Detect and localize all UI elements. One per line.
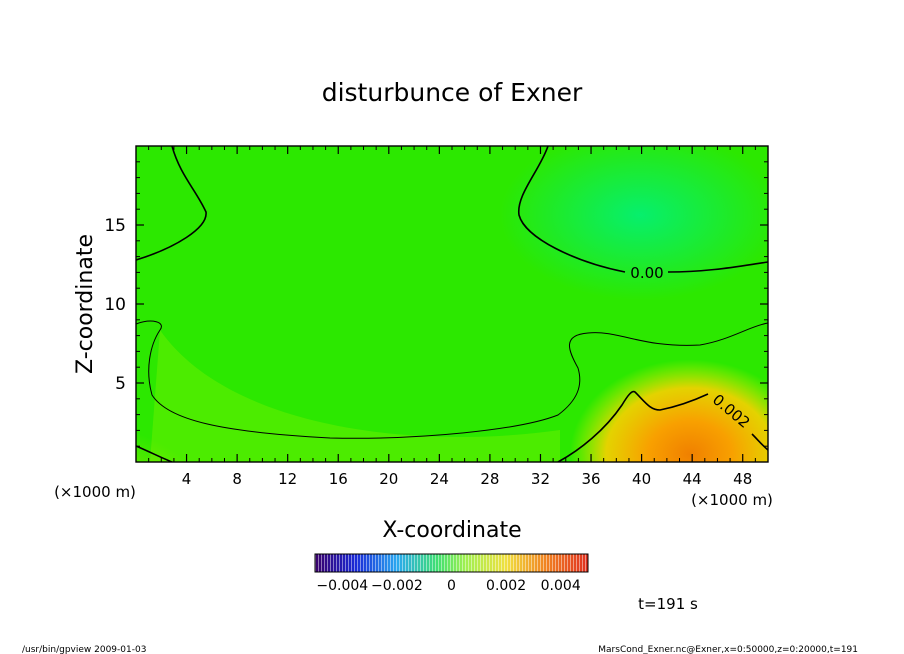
y-axis-label: Z-coordinate [73,234,98,374]
x-unit-right: (×1000 m) [691,491,773,509]
x-axis: 4 8 12 16 20 24 28 32 36 40 44 48 [148,146,756,488]
x-axis-label: X-coordinate [382,518,521,543]
contour-positive-end [751,433,768,451]
chart-title: disturbunce of Exner [322,78,583,107]
y-axis: 5 10 15 [104,161,768,447]
x-tick-label: 28 [480,470,499,488]
x-tick-label: 20 [379,470,398,488]
colorbar-ticks: −0.004 −0.002 0 0.002 0.004 [316,578,580,594]
x-tick-label: 32 [531,470,550,488]
colorbar-tick-label: 0.002 [486,578,526,594]
field-positive-region [570,350,768,462]
x-tick-label: 16 [329,470,348,488]
colorbar: −0.004 −0.002 0 0.002 0.004 [314,553,589,594]
contour-positive [557,390,709,462]
x-tick-label: 48 [733,470,752,488]
colorbar-tick-label: 0.004 [541,578,581,594]
x-tick-label: 4 [182,470,192,488]
field-lower-band [150,330,560,462]
x-tick-label: 40 [632,470,651,488]
contour-zero-left [136,146,207,261]
y-tick-label: 10 [104,295,126,315]
colorbar-tick-label: −0.004 [316,578,368,594]
footer-right: MarsCond_Exner.nc@Exner,x=0:50000,z=0:20… [598,645,858,654]
field-positive-corner [136,422,206,462]
colorbar-stripes [315,554,588,572]
footer-left: /usr/bin/gpview 2009-01-03 [22,645,146,654]
x-tick-label: 12 [278,470,297,488]
contour-zero-right-end [667,261,768,273]
x-tick-label: 8 [232,470,242,488]
contour-label-zero: 0.00 [630,264,663,282]
x-unit-left: (×1000 m) [54,483,136,501]
colorbar-tick-label: −0.002 [371,578,423,594]
colorbar-frame [314,553,589,573]
plot-area: 0.00 0.002 [136,146,768,462]
y-tick-label: 5 [115,374,126,394]
contour-zero-lower-left [136,445,173,462]
x-tick-label: 44 [683,470,702,488]
contour-zero-right [518,146,626,273]
x-tick-label: 36 [581,470,600,488]
contour-neg-small [136,320,768,439]
field-negative-region [500,146,768,300]
x-tick-label: 24 [430,470,449,488]
colorbar-tick-label: 0 [447,578,456,594]
time-label: t=191 s [638,595,698,613]
y-tick-label: 15 [104,216,126,236]
